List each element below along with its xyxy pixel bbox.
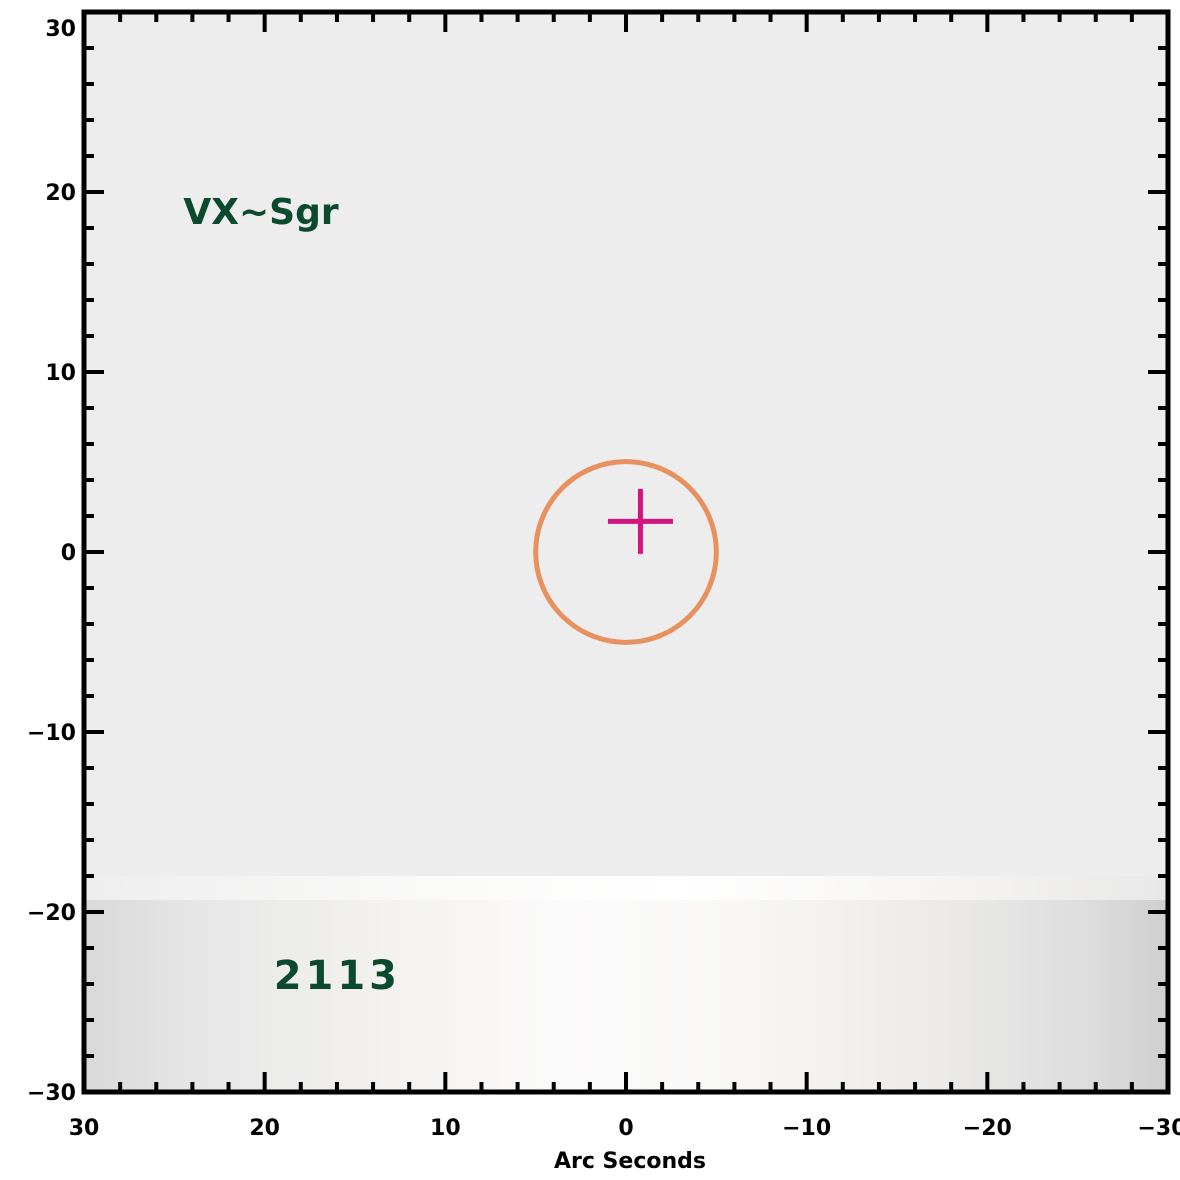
x-tick-label: −30 bbox=[1137, 1116, 1180, 1141]
x-axis-label: Arc Seconds bbox=[554, 1149, 706, 1174]
x-tick-label: 0 bbox=[618, 1116, 633, 1141]
x-tick-label: 10 bbox=[430, 1116, 461, 1141]
y-tick-label: 10 bbox=[45, 361, 76, 386]
star-name-label: VX~Sgr bbox=[183, 192, 338, 233]
x-tick-label: 30 bbox=[69, 1116, 100, 1141]
axis-tick-labels: 30 20 10 0 −10 −20 −30 30 20 10 0 −10 −20 −30 bbox=[27, 17, 1180, 1141]
y-tick-label: −20 bbox=[27, 901, 76, 926]
y-tick-label: 30 bbox=[45, 17, 76, 42]
bright-band-top bbox=[84, 876, 1168, 902]
y-tick-label: 0 bbox=[61, 541, 76, 566]
x-tick-label: −20 bbox=[963, 1116, 1012, 1141]
observation-number-label: 2113 bbox=[274, 953, 401, 999]
bright-band bbox=[84, 900, 1168, 1092]
y-tick-label: −10 bbox=[27, 721, 76, 746]
y-tick-label: −30 bbox=[27, 1081, 76, 1106]
aperture-circle bbox=[533, 459, 719, 645]
x-tick-label: 20 bbox=[249, 1116, 280, 1141]
y-tick-label: 20 bbox=[45, 181, 76, 206]
x-tick-label: −10 bbox=[782, 1116, 831, 1141]
plot-frame bbox=[81, 9, 1171, 1095]
source-cross-marker bbox=[607, 488, 673, 554]
